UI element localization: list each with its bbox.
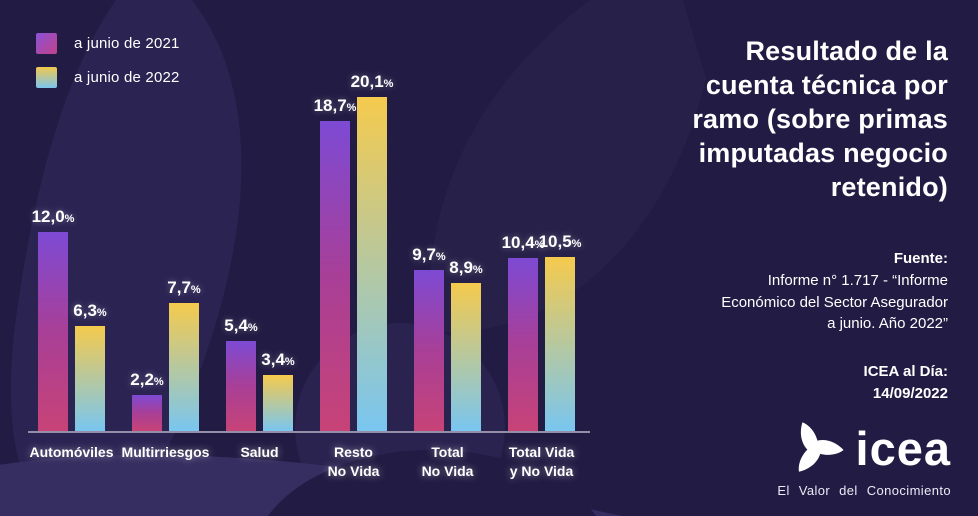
publication-date: 14/09/2022 — [872, 384, 948, 402]
bar-value-label: 10,4% — [501, 233, 545, 253]
icea-tagline: El Valor del Conocimiento — [777, 483, 951, 498]
bar-group-multirriesgos: 2,2% 7,7% Multirriesgos — [122, 97, 210, 460]
bar-value-label: 9,7% — [412, 245, 446, 264]
bar-2021-salud: 5,4% — [224, 316, 258, 431]
percent-sign: % — [472, 264, 483, 277]
bar-2022-resto-no-vida: 20,1% — [351, 72, 393, 431]
percent-sign: % — [247, 322, 258, 335]
percent-sign: % — [190, 284, 201, 297]
legend-label: a junio de 2021 — [74, 35, 180, 52]
publication-label: ICEA al Día: — [863, 363, 948, 381]
source-label: Fuente: — [893, 250, 948, 268]
publication-block: ICEA al Día: 14/09/2022 — [630, 361, 948, 405]
percent-sign: % — [153, 375, 164, 388]
chart-legend: a junio de 2021 a junio de 2022 — [36, 33, 180, 88]
bar-2021-multirriesgos: 2,2% — [130, 370, 164, 431]
category-label-total-vida-y-no-vida: Total Vida y No Vida — [508, 444, 575, 479]
bar-value-label: 10,5% — [538, 231, 582, 251]
category-label-multirriesgos: Multirriesgos — [121, 444, 210, 460]
chart-title: Resultado de la cuenta técnica por ramo … — [692, 36, 948, 203]
bar-value-label: 8,9% — [449, 258, 483, 278]
percent-sign: % — [534, 239, 545, 252]
bar-group-total-vida-y-no-vida: 10,4% 10,5% Total Vida y No Vida — [502, 97, 582, 479]
category-label-salud: Salud — [240, 444, 279, 460]
bar-2022-multirriesgos: 7,7% — [167, 278, 201, 431]
source-block: Fuente: Informe n° 1.717 - “Informe Econ… — [630, 248, 948, 335]
bar-2021-total-no-vida: 9,7% — [412, 245, 446, 431]
legend-item-a-junio-de-2021: a junio de 2021 — [36, 33, 180, 54]
icea-pinwheel-icon — [790, 422, 844, 474]
bar-group-total-no-vida: 9,7% 8,9% Total No Vida — [412, 97, 483, 479]
bar-value-label: 18,7% — [313, 95, 357, 115]
source-line: Informe n° 1.717 - “Informe — [767, 271, 948, 289]
legend-label: a junio de 2022 — [74, 69, 180, 86]
percent-sign: % — [96, 307, 107, 320]
bar-value-label: 5,4% — [224, 316, 258, 336]
percent-sign: % — [571, 237, 582, 250]
percent-sign: % — [435, 251, 446, 263]
bar-2021-automoviles: 12,0% — [32, 207, 74, 431]
bar-2021-resto-no-vida: 18,7% — [314, 96, 356, 431]
bar-group-resto-no-vida: 18,7% 20,1% Resto No Vida — [314, 72, 394, 479]
icea-wordmark: icea — [855, 421, 951, 475]
legend-swatch-icon — [36, 33, 57, 54]
bar-value-label: 3,4% — [261, 349, 295, 369]
bar-value-label: 20,1% — [350, 72, 394, 92]
legend-swatch-icon — [36, 67, 57, 88]
percent-sign: % — [64, 212, 75, 225]
bar-value-label: 12,0% — [31, 206, 75, 226]
category-label-resto-no-vida: Resto No Vida — [327, 444, 380, 479]
legend-item-a-junio-de-2022: a junio de 2022 — [36, 67, 180, 88]
bar-2022-salud: 3,4% — [261, 350, 295, 431]
bar-2022-automoviles: 6,3% — [73, 301, 107, 431]
percent-sign: % — [284, 355, 295, 368]
bar-2022-total-vida-y-no-vida: 10,5% — [539, 232, 581, 431]
info-panel: Resultado de la cuenta técnica por ramo … — [630, 0, 978, 516]
category-label-total-no-vida: Total No Vida — [421, 444, 474, 479]
percent-sign: % — [346, 101, 357, 114]
bar-2021-total-vida-y-no-vida: 10,4% — [502, 233, 544, 431]
source-line: a junio. Año 2022” — [827, 315, 948, 333]
bar-value-label: 6,3% — [73, 301, 107, 321]
percent-sign: % — [383, 78, 394, 91]
plot-area: 12,0% 6,3% Automóviles 2,2% 7,7% Multirriesgo… — [28, 72, 590, 479]
icea-logo: icea El Valor del Conocimiento — [777, 415, 951, 498]
bar-group-automoviles: 12,0% 6,3% Automóviles — [29, 97, 113, 460]
bar-value-label: 7,7% — [167, 278, 201, 298]
source-line: Económico del Sector Asegurador — [721, 293, 948, 311]
bar-group-salud: 5,4% 3,4% Salud — [224, 97, 295, 460]
bar-value-label: 2,2% — [130, 369, 164, 389]
bar-2022-total-no-vida: 8,9% — [449, 258, 483, 431]
category-label-automoviles: Automóviles — [29, 444, 114, 460]
